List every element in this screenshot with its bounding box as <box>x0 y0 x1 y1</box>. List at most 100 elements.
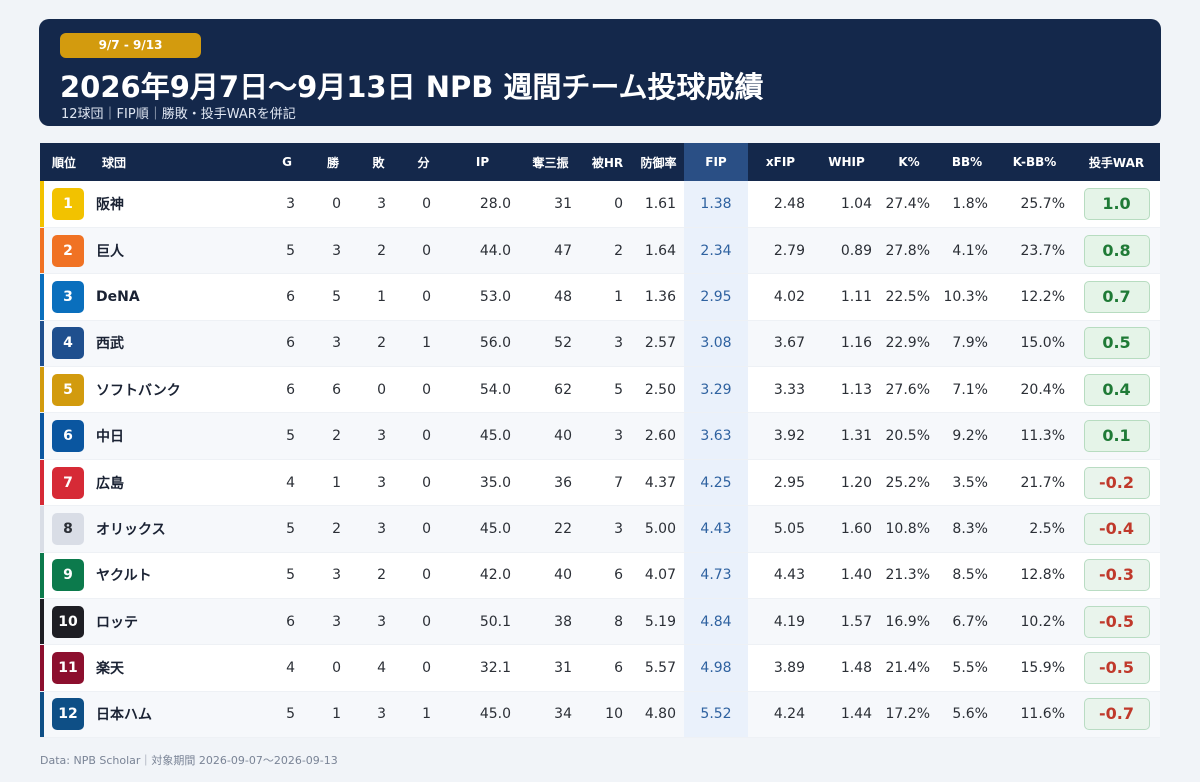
cell-losses: 2 <box>356 320 401 368</box>
cell-bb-pct: 8.5% <box>938 552 996 600</box>
cell-whip: 1.57 <box>813 598 880 646</box>
cell-whip: 1.60 <box>813 505 880 553</box>
war-badge: 0.1 <box>1083 420 1150 453</box>
cell-innings: 44.0 <box>446 227 519 275</box>
cell-strikeouts: 38 <box>519 598 582 646</box>
cell-era: 5.19 <box>633 598 684 646</box>
cell-war: -0.4 <box>1073 505 1160 553</box>
cell-era: 5.57 <box>633 644 684 692</box>
page-title: 2026年9月7日～9月13日 NPB 週間チーム投球成績 <box>60 70 764 104</box>
cell-k-pct: 27.4% <box>880 181 938 228</box>
cell-war: -0.3 <box>1073 552 1160 600</box>
col-header-losses[interactable]: 敗 <box>372 155 385 170</box>
cell-ties: 0 <box>401 273 446 321</box>
team-color-stripe <box>40 413 44 459</box>
table-row[interactable]: 6 中日 5 2 3 0 45.0 40 3 2.60 3.63 3.92 1.31 20.5% 9.2% 1… <box>40 412 1160 460</box>
cell-fip: 1.38 <box>684 181 748 228</box>
cell-home-runs: 0 <box>582 181 633 228</box>
cell-whip: 1.40 <box>813 552 880 600</box>
cell-ties: 1 <box>401 691 446 739</box>
cell-era: 2.57 <box>633 320 684 368</box>
cell-bb-pct: 10.3% <box>938 273 996 321</box>
table-row[interactable]: 1 阪神 3 0 3 0 28.0 31 0 1.61 1.38 2.48 1.04 27.4% 1.8% 2… <box>40 181 1160 228</box>
cell-war: -0.7 <box>1073 691 1160 739</box>
table-row[interactable]: 4 西武 6 3 2 1 56.0 52 3 2.57 3.08 3.67 1.16 22.9% 7.9% 1… <box>40 320 1160 368</box>
cell-era: 1.61 <box>633 181 684 228</box>
cell-bb-pct: 1.8% <box>938 181 996 228</box>
cell-war: 0.5 <box>1073 320 1160 368</box>
table-row[interactable]: 10 ロッテ 6 3 3 0 50.1 38 8 5.19 4.84 4.19 1.57 16.9% 6.7… <box>40 598 1160 646</box>
cell-whip: 1.16 <box>813 320 880 368</box>
table-row[interactable]: 7 広島 4 1 3 0 35.0 36 7 4.37 4.25 2.95 1.20 25.2% 3.5% 2… <box>40 459 1160 507</box>
cell-games: 5 <box>264 227 310 275</box>
col-header-war[interactable]: 投手WAR <box>1088 155 1145 170</box>
col-header-ties[interactable]: 分 <box>417 155 430 170</box>
cell-rank: 6 <box>40 412 88 460</box>
table-row[interactable]: 5 ソフトバンク 6 6 0 0 54.0 62 5 2.50 3.29 3.33 1.13 27.6% 7… <box>40 366 1160 414</box>
col-header-k-pct[interactable]: K% <box>898 155 920 169</box>
rank-badge: 8 <box>52 512 84 545</box>
cell-era: 4.37 <box>633 459 684 507</box>
col-header-xfip[interactable]: xFIP <box>765 155 796 169</box>
table-row[interactable]: 11 楽天 4 0 4 0 32.1 31 6 5.57 4.98 3.89 1.48 21.4% 5.5%… <box>40 644 1160 692</box>
cell-wins: 2 <box>310 505 356 553</box>
cell-team: 日本ハム <box>88 691 264 739</box>
cell-home-runs: 3 <box>582 505 633 553</box>
cell-k-bb-pct: 2.5% <box>996 505 1073 553</box>
rank-badge: 5 <box>52 373 84 406</box>
cell-k-pct: 10.8% <box>880 505 938 553</box>
cell-strikeouts: 47 <box>519 227 582 275</box>
cell-xfip: 3.67 <box>748 320 813 368</box>
cell-rank: 10 <box>40 598 88 646</box>
cell-strikeouts: 52 <box>519 320 582 368</box>
rank-badge: 6 <box>52 420 84 453</box>
col-header-fip[interactable]: FIP <box>684 143 748 181</box>
cell-xfip: 2.48 <box>748 181 813 228</box>
table-row[interactable]: 3 DeNA 6 5 1 0 53.0 48 1 1.36 2.95 4.02 1.11 22.5% 10.… <box>40 273 1160 321</box>
table-row[interactable]: 12 日本ハム 5 1 3 1 45.0 34 10 4.80 5.52 4.24 1.44 17.2% 5… <box>40 691 1160 739</box>
war-badge: 0.7 <box>1083 280 1150 313</box>
cell-games: 5 <box>264 505 310 553</box>
cell-whip: 0.89 <box>813 227 880 275</box>
cell-whip: 1.04 <box>813 181 880 228</box>
cell-losses: 1 <box>356 273 401 321</box>
cell-wins: 3 <box>310 552 356 600</box>
col-header-home-runs[interactable]: 被HR <box>591 155 624 170</box>
col-header-whip[interactable]: WHIP <box>828 155 865 169</box>
cell-losses: 3 <box>356 598 401 646</box>
cell-fip: 4.84 <box>684 598 748 646</box>
cell-losses: 3 <box>356 181 401 228</box>
cell-strikeouts: 31 <box>519 644 582 692</box>
cell-strikeouts: 40 <box>519 412 582 460</box>
cell-team: 中日 <box>88 412 264 460</box>
cell-xfip: 2.79 <box>748 227 813 275</box>
cell-ties: 0 <box>401 552 446 600</box>
col-header-team[interactable]: 球団 <box>102 155 127 170</box>
team-color-stripe <box>40 367 44 413</box>
col-header-bb-pct[interactable]: BB% <box>951 155 983 169</box>
col-header-wins[interactable]: 勝 <box>326 155 339 170</box>
cell-k-bb-pct: 15.9% <box>996 644 1073 692</box>
cell-ties: 0 <box>401 598 446 646</box>
cell-wins: 3 <box>310 227 356 275</box>
cell-fip: 3.29 <box>684 366 748 414</box>
pitching-stats-table: 順位 球団 G 勝 敗 分 IP 奪三振 被HR 防御率 FIP xFIP WHIP K% BB% K-BB%… <box>40 143 1160 739</box>
cell-k-bb-pct: 25.7% <box>996 181 1073 228</box>
cell-k-bb-pct: 12.2% <box>996 273 1073 321</box>
rank-badge: 11 <box>52 652 84 685</box>
col-header-era[interactable]: 防御率 <box>640 155 677 170</box>
cell-games: 6 <box>264 366 310 414</box>
cell-fip: 4.98 <box>684 644 748 692</box>
col-header-rank[interactable]: 順位 <box>51 155 76 170</box>
col-header-k-bb-pct[interactable]: K-BB% <box>1012 155 1057 169</box>
table-row[interactable]: 8 オリックス 5 2 3 0 45.0 22 3 5.00 4.43 5.05 1.60 10.8% 8.… <box>40 505 1160 553</box>
cell-losses: 2 <box>356 552 401 600</box>
col-header-strikeouts[interactable]: 奪三振 <box>532 155 569 170</box>
table-row[interactable]: 9 ヤクルト 5 3 2 0 42.0 40 6 4.07 4.73 4.43 1.40 21.3% 8.5… <box>40 552 1160 600</box>
cell-whip: 1.13 <box>813 366 880 414</box>
col-header-games[interactable]: G <box>282 155 292 169</box>
cell-fip: 4.43 <box>684 505 748 553</box>
table-row[interactable]: 2 巨人 5 3 2 0 44.0 47 2 1.64 2.34 2.79 0.89 27.8% 4.1% 2… <box>40 227 1160 275</box>
col-header-innings[interactable]: IP <box>475 155 490 169</box>
cell-war: -0.2 <box>1073 459 1160 507</box>
